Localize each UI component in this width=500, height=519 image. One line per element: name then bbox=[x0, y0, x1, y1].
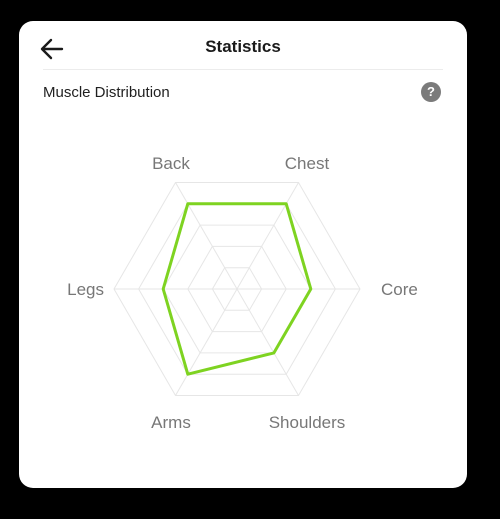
axis-label-back: Back bbox=[152, 154, 190, 173]
axis-label-chest: Chest bbox=[285, 154, 330, 173]
radar-spoke-chest bbox=[236, 182, 299, 290]
statistics-card: Statistics Muscle Distribution ? Back Che… bbox=[19, 21, 467, 488]
arrow-left-icon bbox=[40, 38, 64, 60]
radar-axis-labels: Back Chest Core Shoulders Arms Legs bbox=[67, 154, 418, 432]
back-button[interactable] bbox=[37, 36, 67, 62]
axis-label-arms: Arms bbox=[151, 413, 191, 432]
radar-series-area bbox=[161, 202, 313, 376]
question-mark-icon: ? bbox=[427, 84, 435, 99]
radar-spoke-back bbox=[175, 182, 238, 290]
muscle-distribution-radar-chart: Back Chest Core Shoulders Arms Legs bbox=[67, 154, 418, 432]
section-title: Muscle Distribution bbox=[43, 84, 170, 101]
radar-spoke-shoulders bbox=[236, 288, 299, 396]
header-divider bbox=[43, 69, 443, 70]
radar-spoke-arms bbox=[175, 288, 238, 396]
axis-label-core: Core bbox=[381, 280, 418, 299]
radar-spokes bbox=[114, 182, 360, 396]
help-button[interactable]: ? bbox=[421, 82, 441, 102]
axis-label-legs: Legs bbox=[67, 280, 104, 299]
axis-label-shoulders: Shoulders bbox=[269, 413, 346, 432]
